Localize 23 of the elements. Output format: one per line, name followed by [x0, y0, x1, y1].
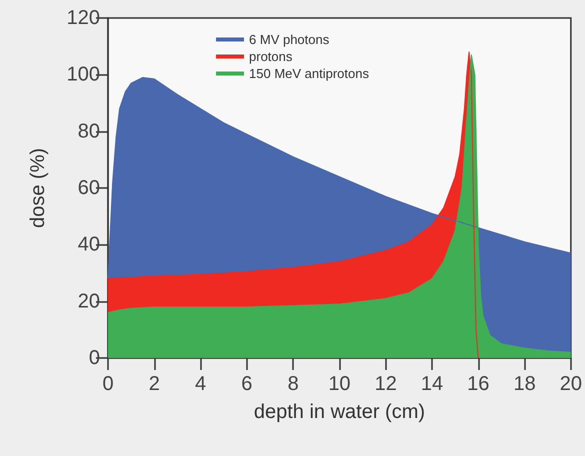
x-tick-label: 16: [467, 373, 490, 395]
x-tick-label: 12: [374, 373, 397, 395]
y-tick-label: 100: [66, 64, 100, 86]
x-tick-label: 6: [241, 373, 252, 395]
y-tick-label: 40: [78, 234, 100, 256]
y-tick-label: 20: [78, 290, 100, 312]
y-tick-label: 120: [66, 7, 100, 29]
x-tick-label: 20: [560, 373, 582, 395]
legend-label: 6 MV photons: [249, 32, 330, 47]
x-tick-label: 0: [102, 373, 114, 395]
y-tick-label: 60: [78, 177, 100, 199]
x-tick-label: 14: [420, 373, 444, 395]
x-axis-title: depth in water (cm): [254, 401, 426, 423]
y-tick-label: 80: [78, 120, 100, 142]
x-tick-label: 2: [148, 373, 160, 395]
x-tick-label: 8: [288, 373, 299, 395]
legend-label: 150 MeV antiprotons: [249, 66, 370, 81]
x-tick-label: 10: [328, 373, 351, 395]
y-tick-label: 0: [88, 347, 100, 369]
x-tick-label: 4: [195, 373, 206, 395]
x-tick-label: 18: [513, 373, 536, 395]
y-axis-title: dose (%): [27, 148, 49, 228]
legend-label: protons: [249, 49, 293, 64]
